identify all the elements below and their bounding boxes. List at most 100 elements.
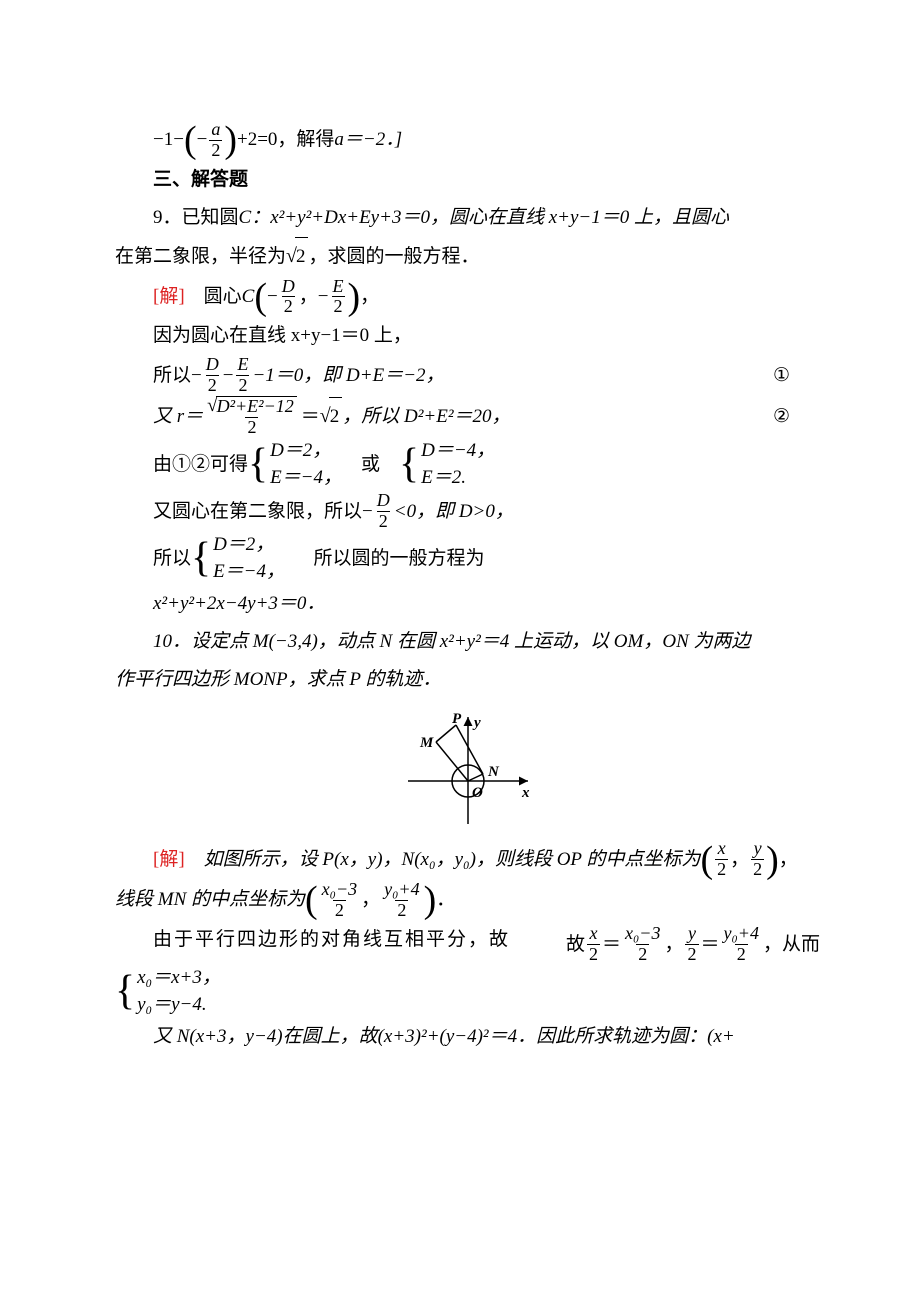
- paren-group: ( − D 2 ， − E 2 ): [254, 277, 360, 318]
- text: −1−: [153, 121, 184, 159]
- case-b: y₀＝y−4.: [137, 992, 221, 1019]
- text: −1＝0，即 D+E＝−2，: [252, 357, 444, 395]
- numerator: E: [331, 277, 346, 297]
- denominator: 2: [245, 417, 258, 438]
- neg: −: [267, 278, 278, 316]
- comma: ，: [299, 278, 318, 316]
- cases: { D＝2， E＝−4，: [191, 532, 285, 585]
- text: 10．设定点 M(−3,4)，动点 N 在圆 x²+y²＝4 上运动，以 OM，…: [115, 623, 820, 661]
- fraction: x₀−3 2: [623, 924, 662, 965]
- text: 又圆心在第二象限，所以−: [153, 493, 373, 531]
- cases: { x₀＝x+3， y₀＝y−4.: [115, 965, 221, 1018]
- text: ，从而: [763, 926, 820, 964]
- text: 又 N(x+3，y−4)在圆上，故(x+3)²+(y−4)²＝4．因此所求轨迹为…: [115, 1018, 820, 1056]
- q9-prompt: 9．已知圆 C ：x²+y²+Dx+Ey+3＝0，圆心在直线 x+y−1＝0 上…: [115, 199, 820, 277]
- denominator: 2: [206, 375, 219, 396]
- numerator: x: [716, 839, 728, 859]
- paren-group: ( − a 2 ): [184, 120, 237, 161]
- denominator: 2: [209, 140, 222, 161]
- case-a: D＝−4，: [421, 438, 495, 465]
- eq-row: 又 r＝ √ D²+E²−12 2 ＝ √ 2 ，所以 D²+E²＝20，: [115, 396, 820, 438]
- denominator: 2: [715, 859, 728, 880]
- radicand: D²+E²−12: [216, 396, 297, 417]
- text: 作平行四边形 MONP，求点 P 的轨迹．: [115, 661, 820, 699]
- case-b: E＝−4，: [270, 465, 342, 492]
- case-b: E＝−4，: [213, 559, 285, 586]
- q10-prompt: 10．设定点 M(−3,4)，动点 N 在圆 x²+y²＝4 上运动，以 OM，…: [115, 623, 820, 699]
- rparen: ): [424, 881, 437, 919]
- rparen: ): [224, 121, 237, 159]
- fraction: y 2: [751, 839, 764, 880]
- denominator: 2: [282, 296, 295, 317]
- paren-group: ( x₀−3 2 ， y₀+4 2 ): [305, 880, 436, 921]
- denominator: 2: [333, 900, 346, 921]
- text: 因为圆心在直线 x+y−1＝0 上，: [115, 317, 820, 355]
- numerator: y: [752, 839, 764, 859]
- numerator: D: [204, 355, 221, 375]
- brace-icon: {: [191, 538, 211, 580]
- case-a: x₀＝x+3，: [137, 965, 221, 992]
- numerator: D: [280, 277, 297, 297]
- q10-figure: PyMNOx: [115, 709, 820, 829]
- brace-icon: {: [115, 971, 135, 1013]
- text: 所以−: [153, 357, 202, 395]
- text: ＝: [301, 398, 320, 436]
- text: −: [223, 357, 234, 395]
- circled-num: ②: [773, 398, 790, 436]
- fraction: E 2: [235, 355, 250, 396]
- text: C: [242, 278, 255, 316]
- denominator: 2: [395, 900, 408, 921]
- text: 所以圆的一般方程为: [314, 540, 485, 578]
- rparen: ): [766, 841, 779, 879]
- comma: ，: [361, 881, 380, 919]
- page: −1− ( − a 2 ) +2=0，解得 a＝−2．] 三、解答题 9．已知圆…: [0, 0, 920, 1302]
- svg-text:M: M: [419, 735, 434, 751]
- svg-text:P: P: [452, 711, 462, 727]
- numerator: x₀−3: [623, 924, 662, 944]
- lparen: (: [254, 278, 267, 316]
- brace-icon: {: [248, 444, 268, 486]
- text: 故: [566, 926, 585, 964]
- text: C: [239, 199, 252, 237]
- fraction: D 2: [280, 277, 297, 318]
- radicand: 2: [295, 237, 309, 276]
- denominator: 2: [735, 944, 748, 965]
- lparen: (: [305, 881, 318, 919]
- fragment-line: −1− ( − a 2 ) +2=0，解得 a＝−2．]: [115, 120, 820, 161]
- text: 由于平行四边形的对角线互相平分，故: [153, 921, 510, 959]
- lparen: (: [184, 121, 197, 159]
- text: ，求圆的一般方程．: [308, 238, 479, 276]
- section-title: 三、解答题: [115, 161, 820, 199]
- denominator: 2: [636, 944, 649, 965]
- denominator: 2: [751, 859, 764, 880]
- fraction: a 2: [209, 120, 222, 161]
- svg-text:N: N: [487, 764, 500, 780]
- text: 又 r＝: [153, 398, 203, 436]
- numerator: E: [235, 355, 250, 375]
- numerator: a: [209, 120, 222, 140]
- numerator: y₀+4: [382, 880, 421, 900]
- text: ，所以 D²+E²＝20，: [342, 398, 510, 436]
- denominator: 2: [587, 944, 600, 965]
- cases: { D＝2， E＝−4，: [248, 438, 342, 491]
- text: a＝−2．]: [334, 121, 402, 159]
- text: ，: [360, 278, 379, 316]
- text: ，: [779, 841, 798, 879]
- text: 所以: [153, 540, 191, 578]
- case-b: E＝2.: [421, 465, 495, 492]
- comma: ，: [730, 841, 749, 879]
- svg-text:y: y: [472, 715, 481, 731]
- solution-label: [解]: [153, 841, 185, 879]
- text: x²+y²+2x−4y+3＝0．: [115, 585, 820, 623]
- fraction: x 2: [587, 924, 600, 965]
- text: 或: [361, 446, 380, 484]
- rparen: ): [348, 278, 361, 316]
- fraction: D 2: [375, 491, 392, 532]
- solution-label: [解]: [153, 278, 185, 316]
- eq-row: 所以− D 2 − E 2 −1＝0，即 D+E＝−2， ①: [115, 355, 820, 396]
- q10-solution: [解] 如图所示，设 P(x，y)，N(x₀，y₀)，则线段 OP 的中点坐标为…: [115, 839, 820, 1056]
- neg: −: [197, 121, 208, 159]
- numerator: D: [375, 491, 392, 511]
- numerator: x: [587, 924, 599, 944]
- denominator: 2: [685, 944, 698, 965]
